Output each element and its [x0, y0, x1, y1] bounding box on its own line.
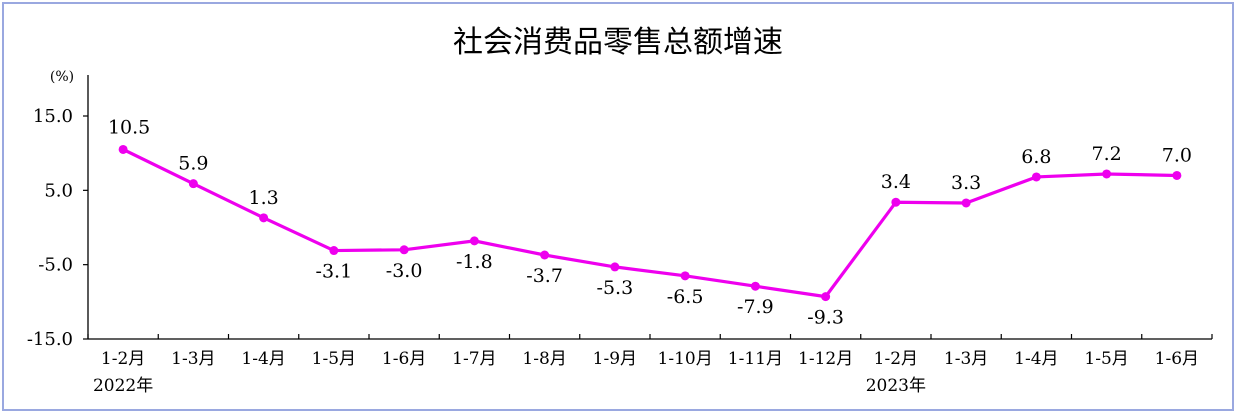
data-label: -1.8 [456, 251, 493, 273]
x-tick-label: 1-4月 [1014, 349, 1058, 369]
data-point [961, 198, 971, 208]
data-label: -3.0 [386, 260, 423, 282]
data-point [610, 262, 620, 272]
data-label: -7.9 [737, 296, 774, 318]
x-tick-labels: 1-2月 1-3月 1-4月 1-5月 1-6月 1-7月 1-8月 1-9月 1-10月 1-1… [101, 349, 1199, 369]
data-point [1031, 172, 1041, 182]
data-point [750, 281, 760, 291]
y-tick-labels: 15.0 5.0 -5.0 -15.0 [27, 106, 73, 350]
data-point [188, 179, 198, 189]
data-label: -9.3 [807, 307, 844, 329]
series-polyline [122, 148, 1177, 299]
y-axis-unit: (%) [50, 69, 74, 85]
data-label: -5.3 [597, 277, 634, 299]
chart-title: 社会消费品零售总额增速 [453, 25, 783, 60]
data-point [259, 213, 269, 223]
data-label: 5.9 [178, 153, 208, 175]
data-point [891, 197, 901, 207]
data-label: 3.4 [881, 171, 911, 193]
x-tick-label: 1-6月 [1155, 349, 1199, 369]
data-points [118, 144, 1182, 302]
data-point [399, 245, 409, 255]
data-label: 10.5 [108, 116, 150, 138]
year-labels: 2022年 2023年 [93, 376, 926, 396]
x-tick-label: 1-3月 [944, 349, 988, 369]
data-labels: 10.5 5.9 1.3 -3.1 -3.0 -1.8 -3.7 -5.3 -6.5 -7.9 -9… [108, 116, 1192, 328]
data-label: -6.5 [667, 286, 704, 308]
x-tick-label: 1-9月 [593, 349, 637, 369]
y-tick-label: -15.0 [27, 329, 73, 350]
data-point [329, 246, 339, 256]
data-label: 7.2 [1092, 143, 1122, 165]
x-tick-label: 1-11月 [728, 349, 783, 369]
data-point [1102, 169, 1112, 179]
year-label: 2023年 [866, 376, 926, 396]
data-label: -3.1 [316, 261, 353, 283]
x-tick-label: 1-7月 [452, 349, 496, 369]
data-point [540, 250, 550, 260]
axes [83, 75, 1213, 340]
y-tick-label: -5.0 [38, 255, 73, 276]
data-point [821, 292, 831, 302]
data-point [1172, 170, 1182, 180]
y-tick-label: 15.0 [33, 106, 73, 127]
data-label: 6.8 [1021, 146, 1051, 168]
x-tick-label: 1-2月 [101, 349, 145, 369]
data-point [469, 236, 479, 246]
x-tick-label: 1-10月 [658, 349, 713, 369]
data-label: 1.3 [249, 187, 279, 209]
y-tick-label: 5.0 [44, 180, 73, 201]
x-tick-label: 1-3月 [171, 349, 215, 369]
data-label: 7.0 [1162, 144, 1192, 166]
x-tick-label: 1-12月 [798, 349, 853, 369]
data-point [118, 144, 128, 154]
x-tick-label: 1-4月 [241, 349, 285, 369]
data-point [680, 271, 690, 281]
data-label: 3.3 [951, 172, 981, 194]
series-line [122, 148, 1177, 299]
x-tick-label: 1-5月 [312, 349, 356, 369]
x-tick-label: 1-8月 [522, 349, 566, 369]
year-label: 2022年 [93, 376, 153, 396]
data-label: -3.7 [526, 265, 563, 287]
x-tick-label: 1-6月 [382, 349, 426, 369]
x-tick-label: 1-2月 [874, 349, 918, 369]
x-tick-label: 1-5月 [1084, 349, 1128, 369]
